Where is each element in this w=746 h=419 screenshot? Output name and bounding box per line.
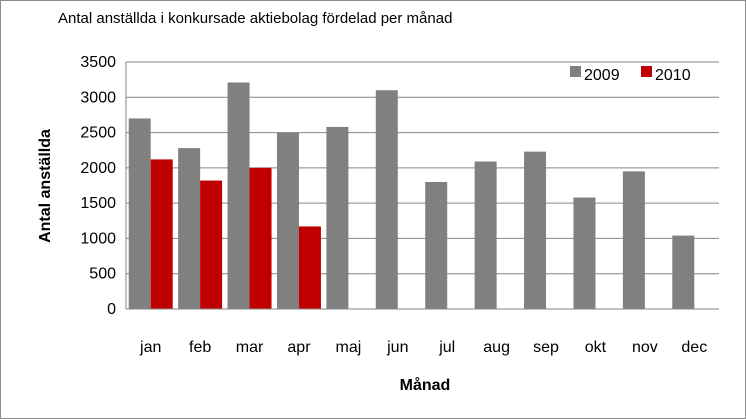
bar-2009-maj (326, 126, 349, 309)
bar-2009-jun (375, 90, 398, 309)
x-tick-label: dec (681, 339, 707, 356)
bar-2009-jan (128, 118, 151, 309)
gridlines (126, 61, 719, 310)
bar-2010-apr (298, 226, 321, 309)
bar-2010-jan (150, 159, 173, 309)
y-tick-label: 1000 (80, 230, 116, 247)
bar-2009-mar (227, 82, 250, 309)
bar-2010-mar (249, 167, 272, 309)
y-tick-label: 0 (107, 301, 116, 318)
legend-label-2009: 2009 (584, 67, 620, 84)
legend: 2009 2010 (570, 66, 691, 84)
bar-2009-aug (474, 161, 497, 309)
bar-2009-apr (276, 132, 299, 309)
bar-2009-nov (622, 171, 645, 309)
x-tick-labels: jan feb mar apr maj jun jul aug sep okt nov dec (139, 339, 707, 356)
legend-label-2010: 2010 (655, 67, 691, 84)
chart-title: Antal anställda i konkursade aktiebolag … (58, 10, 453, 27)
y-tick-label: 1500 (80, 195, 116, 212)
bar-2009-sep (524, 151, 547, 309)
x-tick-label: nov (632, 339, 658, 356)
y-tick-label: 2000 (80, 160, 116, 177)
legend-swatch-2010 (641, 66, 652, 77)
bar-2009-jul (425, 181, 448, 309)
bar-2010-feb (200, 180, 223, 309)
x-tick-label: aug (483, 339, 510, 356)
x-tick-label: jun (386, 339, 408, 356)
bar-2009-feb (178, 148, 201, 309)
bar-2009-dec (672, 235, 695, 309)
x-tick-label: maj (335, 339, 361, 356)
y-tick-labels: 0 500 1000 1500 2000 2500 3000 3500 (80, 54, 116, 318)
x-tick-label: feb (189, 339, 211, 356)
axes (125, 62, 719, 310)
x-tick-label: mar (236, 339, 264, 356)
y-tick-label: 2500 (80, 125, 116, 142)
y-tick-label: 500 (89, 266, 116, 283)
bar-2009-okt (573, 197, 596, 309)
x-tick-label: apr (287, 339, 311, 356)
y-tick-label: 3500 (80, 54, 116, 71)
bars (128, 82, 695, 309)
legend-swatch-2009 (570, 66, 581, 77)
y-axis-title: Antal anställda (37, 129, 54, 243)
x-tick-label: jul (438, 339, 455, 356)
x-tick-label: sep (533, 339, 559, 356)
y-tick-label: 3000 (80, 89, 116, 106)
x-axis-title: Månad (400, 376, 451, 394)
x-tick-label: okt (585, 339, 607, 356)
x-tick-label: jan (139, 339, 161, 356)
